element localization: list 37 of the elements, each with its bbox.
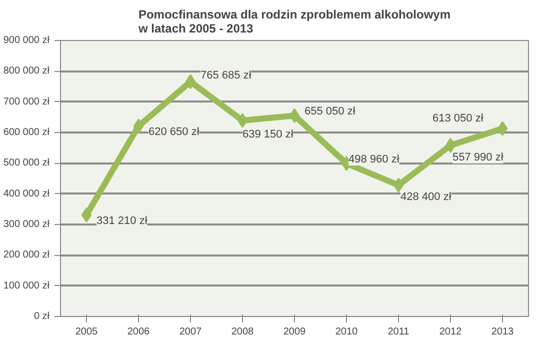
x-tick-label: 2012 <box>439 326 462 337</box>
data-label: 498 960 zł <box>348 153 400 166</box>
x-tick-label: 2009 <box>283 326 306 337</box>
chart-title: Pomocfinansowa dla rodzin zproblemem alkoholowym w latach 2005 - 2013 <box>137 8 451 36</box>
point <box>81 207 92 222</box>
y-tick-label: 500 000 zł <box>3 158 50 169</box>
x-tick-label: 2013 <box>491 326 514 337</box>
data-label: 428 400 zł <box>400 191 452 204</box>
y-tick-label: 700 000 zł <box>3 96 50 108</box>
y-tick-label: 600 000 zł <box>3 127 50 138</box>
data-label: 765 685 zł <box>200 70 252 82</box>
y-tick-label: 200 000 zł <box>3 250 50 261</box>
point <box>497 121 508 136</box>
point <box>289 108 300 124</box>
x-tick-label: 2010 <box>335 326 358 337</box>
point <box>133 118 144 134</box>
y-tick-label: 100 000 zł <box>3 280 50 292</box>
x-tick-label: 2008 <box>231 326 254 337</box>
data-label: 655 050 zł <box>304 106 356 118</box>
y-tick-label: 400 000 zł <box>3 188 50 200</box>
y-tick-label: 0 zł <box>34 311 50 322</box>
y-tick-label: 800 000 zł <box>3 66 50 77</box>
data-label: 557 990 zł <box>452 151 504 164</box>
x-tick-label: 2006 <box>127 326 150 337</box>
point <box>393 178 404 193</box>
point <box>445 138 456 153</box>
x-tick-label: 2011 <box>388 326 410 337</box>
y-tick-label: 300 000 zł <box>3 219 50 230</box>
data-label: 613 050 zł <box>432 112 484 124</box>
data-label: 639 150 zł <box>242 128 294 140</box>
x-tick-label: 2005 <box>75 326 98 337</box>
data-label: 620 650 zł <box>148 126 200 138</box>
data-label: 331 210 zł <box>96 214 148 227</box>
x-tick-label: 2007 <box>179 326 202 337</box>
point <box>237 112 248 128</box>
y-tick-label: 900 000 zł <box>3 35 50 46</box>
point <box>185 74 196 90</box>
